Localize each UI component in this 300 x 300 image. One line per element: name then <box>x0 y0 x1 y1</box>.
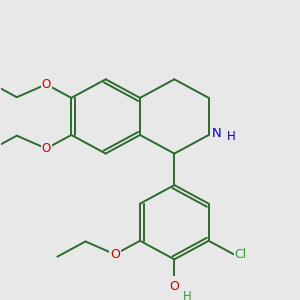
Text: O: O <box>110 248 120 261</box>
Text: Cl: Cl <box>235 248 247 261</box>
Text: N: N <box>212 127 221 140</box>
Text: O: O <box>42 142 51 155</box>
Text: H: H <box>183 290 192 300</box>
Text: H: H <box>227 130 236 143</box>
Text: O: O <box>42 78 51 91</box>
Text: O: O <box>169 280 179 293</box>
